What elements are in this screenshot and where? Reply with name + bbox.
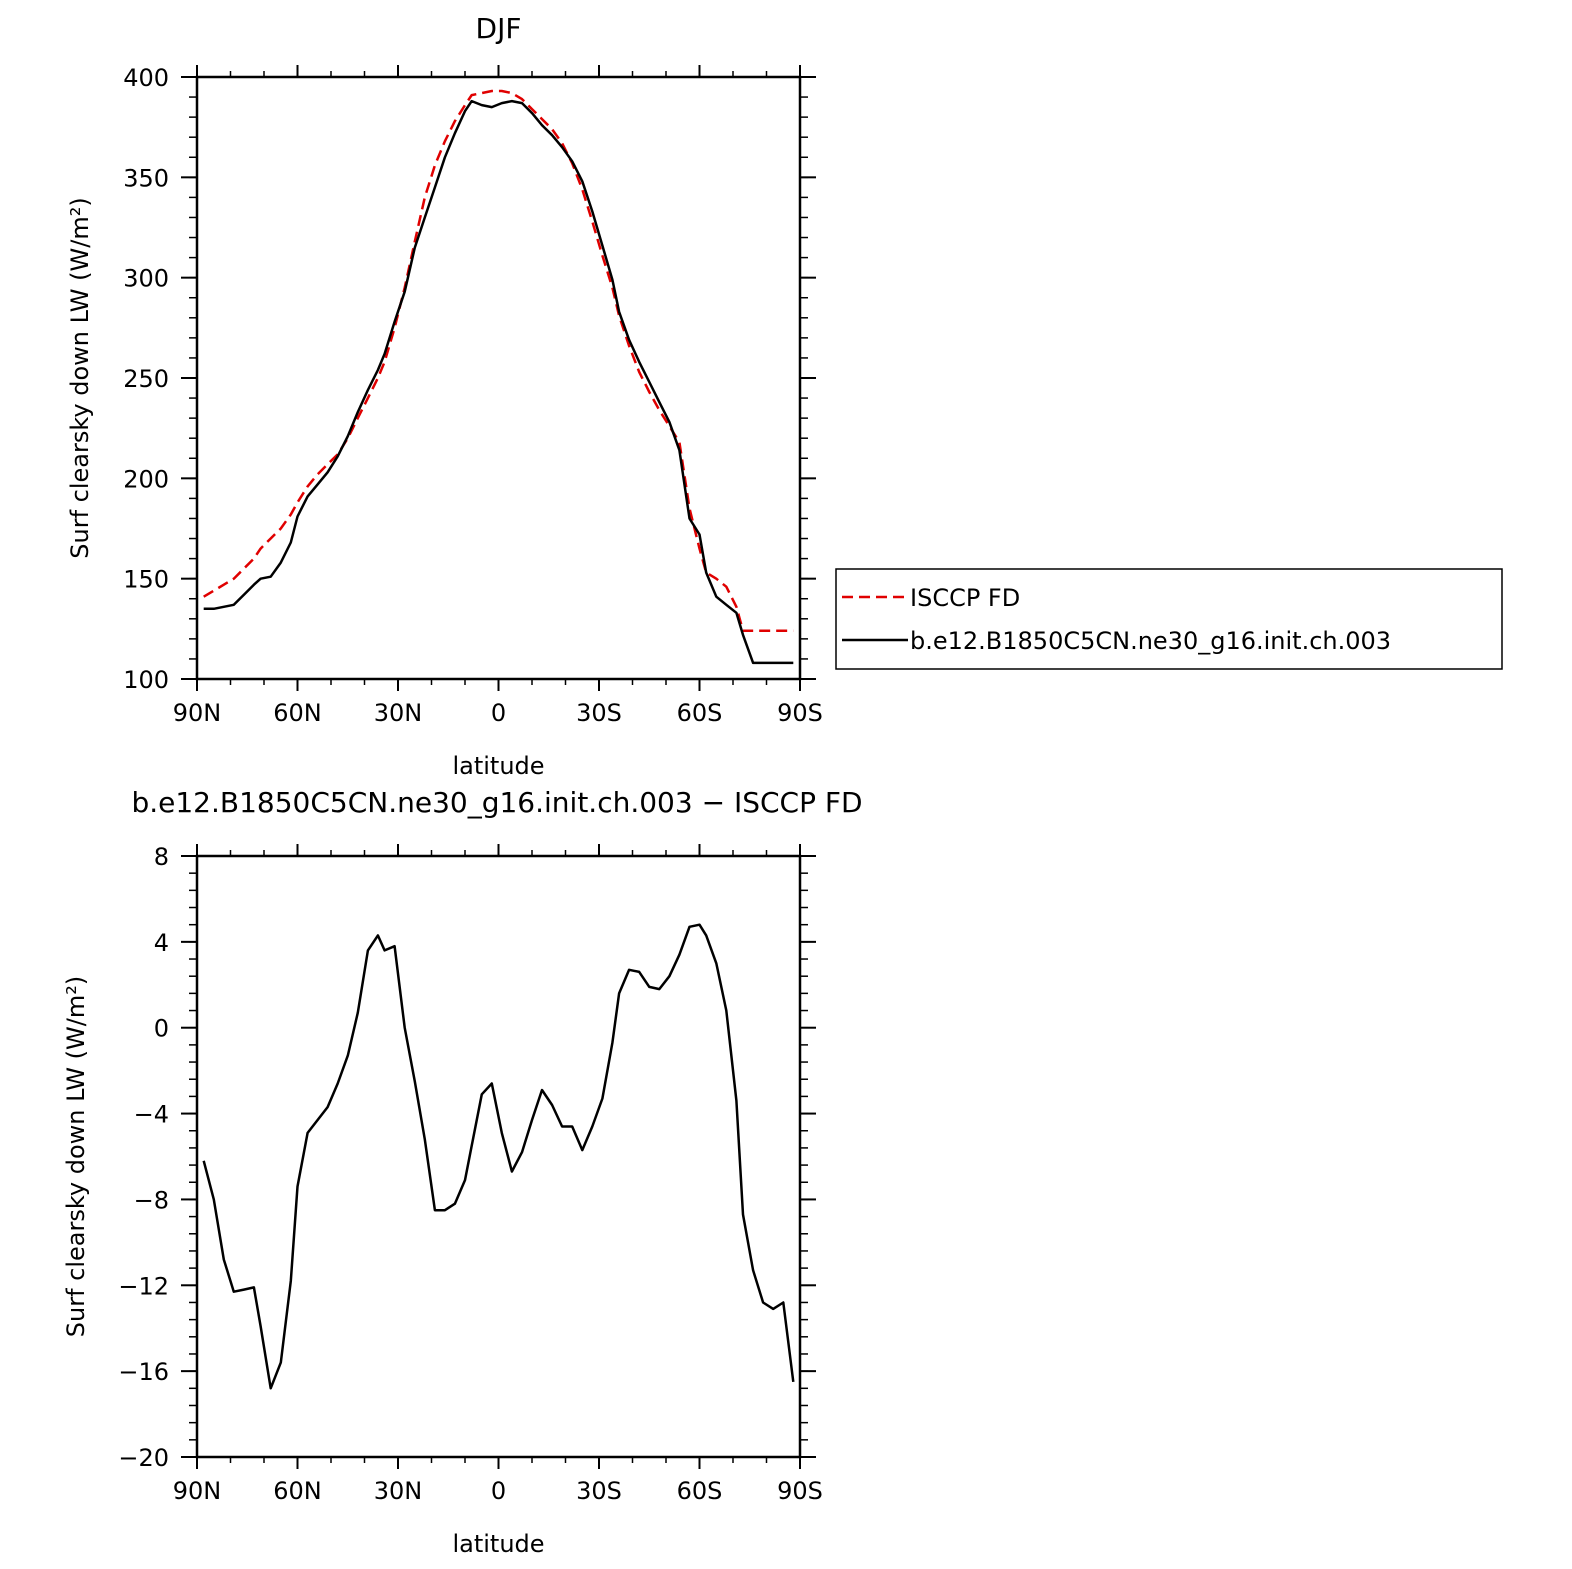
y-tick-label: 200 [123, 465, 169, 493]
legend-label-1: b.e12.B1850C5CN.ne30_g16.init.ch.003 [910, 627, 1391, 655]
x-tick-label: 90N [173, 699, 222, 727]
y-axis-label: Surf clearsky down LW (W/m²) [66, 197, 94, 558]
series-line-0 [202, 923, 795, 1390]
y-tick-label: 150 [123, 566, 169, 594]
x-tick-label: 30S [576, 1477, 622, 1505]
x-tick-label: 90S [777, 699, 823, 727]
x-tick-label: 0 [491, 699, 506, 727]
chart-title: b.e12.B1850C5CN.ne30_g16.init.ch.003 − I… [131, 786, 862, 819]
y-tick-label: 300 [123, 265, 169, 293]
x-axis-label: latitude [452, 1530, 544, 1558]
y-tick-label: 250 [123, 365, 169, 393]
y-tick-label: 350 [123, 164, 169, 192]
plot-frame [195, 75, 802, 681]
y-tick-label: 8 [154, 843, 169, 871]
legend: ISCCP FD b.e12.B1850C5CN.ne30_g16.init.ch… [835, 568, 1503, 670]
y-tick-label: −8 [134, 1186, 169, 1214]
series-line-1 [203, 99, 794, 665]
x-tick-label: 30S [576, 699, 622, 727]
x-tick-label: 90N [173, 1477, 222, 1505]
x-tick-label: 90S [777, 1477, 823, 1505]
x-tick-label: 60N [273, 699, 322, 727]
x-tick-label: 30N [374, 1477, 423, 1505]
y-tick-label: −4 [134, 1101, 169, 1129]
y-tick-label: −16 [118, 1358, 169, 1386]
y-tick-label: 4 [154, 929, 169, 957]
y-tick-label: 0 [154, 1015, 169, 1043]
legend-box [835, 568, 1503, 670]
x-tick-label: 60N [273, 1477, 322, 1505]
y-tick-label: −20 [118, 1444, 169, 1472]
chart-title: DJF [476, 12, 522, 45]
x-tick-label: 60S [677, 699, 723, 727]
x-axis-label: latitude [452, 752, 544, 780]
legend-label-0: ISCCP FD [910, 584, 1020, 612]
panel-top: DJF 90N 60N 30N 0 30S 60S 90S 100 150 200 250 300 350… [66, 12, 1503, 780]
y-tick-label: 400 [123, 64, 169, 92]
y-tick-label: 100 [123, 666, 169, 694]
y-axis-label: Surf clearsky down LW (W/m²) [62, 976, 90, 1337]
y-tick-label: −12 [118, 1272, 169, 1300]
panel-bottom: b.e12.B1850C5CN.ne30_g16.init.ch.003 − I… [62, 786, 863, 1558]
x-tick-label: 30N [374, 699, 423, 727]
series-line-0 [203, 89, 794, 633]
x-tick-label: 0 [491, 1477, 506, 1505]
x-tick-label: 60S [677, 1477, 723, 1505]
